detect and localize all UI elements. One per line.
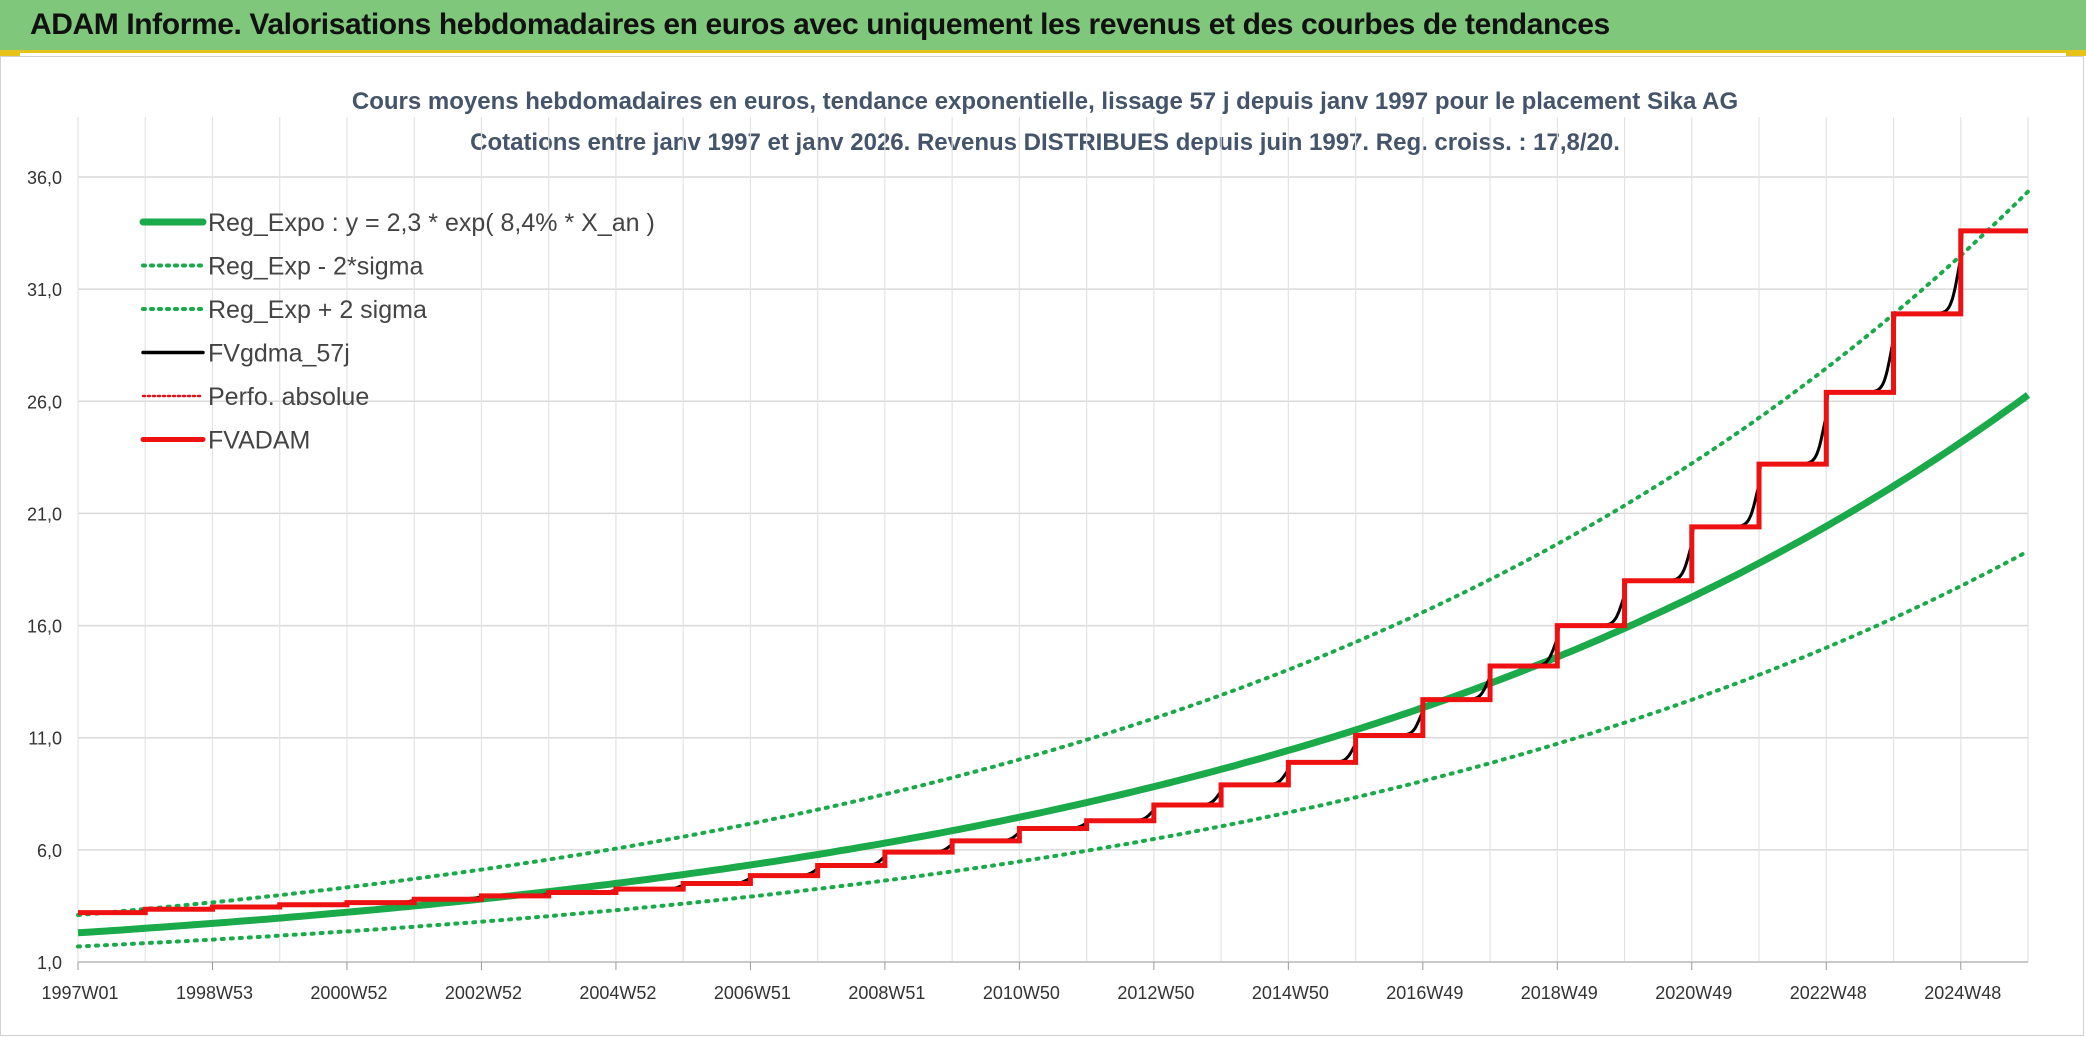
legend-label: Perfo. absolue	[208, 383, 369, 411]
x-tick-label: 2006W51	[714, 983, 791, 1003]
y-tick-label: 11,0	[28, 729, 62, 749]
legend-label: FVADAM	[208, 427, 310, 455]
x-tick-label: 2010W50	[983, 983, 1060, 1003]
x-tick-label: 2016W49	[1386, 983, 1463, 1003]
legend-label: Reg_Exp + 2 sigma	[208, 296, 427, 324]
corner-accent-right	[2066, 50, 2086, 56]
y-tick-label: 16,0	[27, 617, 62, 637]
gridlines	[77, 117, 2029, 963]
x-tick-label: 2012W50	[1117, 983, 1194, 1003]
chart-frame	[0, 56, 2084, 1036]
x-tick-label: 1997W01	[41, 983, 118, 1003]
x-tick-label: 2008W51	[848, 983, 925, 1003]
y-tick-label: 26,0	[27, 392, 62, 412]
series-fvadam	[78, 228, 2028, 916]
legend-label: Reg_Exp - 2*sigma	[208, 253, 423, 281]
y-tick-label: 36,0	[27, 168, 62, 188]
y-tick-label: 6,0	[37, 841, 62, 861]
legend-label: FVgdma_57j	[208, 340, 350, 368]
x-tick-label: 2014W50	[1252, 983, 1329, 1003]
x-tick-label: 2018W49	[1521, 983, 1598, 1003]
series-reg-exp-minus-2sigma	[76, 549, 2030, 949]
corner-accent-left	[0, 50, 20, 56]
x-tick-label: 2002W52	[445, 983, 522, 1003]
chart-subtitle: Cotations entre janv 1997 et janv 2026. …	[470, 129, 1620, 156]
y-tick-label: 31,0	[27, 280, 62, 300]
x-tick-label: 2024W48	[1924, 983, 2001, 1003]
report-banner: ADAM Informe. Valorisations hebdomadaire…	[0, 0, 2086, 53]
y-tick-label: 1,0	[37, 953, 62, 973]
series-layer	[76, 189, 2031, 949]
legend-label: Reg_Expo : y = 2,3 * exp( 8,4% * X_an )	[208, 209, 655, 237]
chart-title: Cours moyens hebdomadaires en euros, ten…	[352, 88, 1738, 115]
legend: Reg_Expo : y = 2,3 * exp( 8,4% * X_an ) R…	[139, 209, 655, 455]
report-title: ADAM Informe. Valorisations hebdomadaire…	[30, 8, 1610, 41]
x-tick-label: 2022W48	[1790, 983, 1867, 1003]
series-reg-expo	[77, 392, 2031, 937]
x-tick-label: 2000W52	[310, 983, 387, 1003]
x-tick-label: 2020W49	[1655, 983, 1732, 1003]
series-reg-exp-plus-2sigma	[76, 189, 2030, 917]
y-tick-label: 21,0	[27, 504, 62, 524]
x-tick-label: 2004W52	[579, 983, 656, 1003]
axis-labels: 1,0 6,0 11,0 16,0 21,0 26,0 31,0 36,0 1997W01 199…	[27, 168, 2001, 1003]
x-tick-label: 1998W53	[176, 983, 253, 1003]
